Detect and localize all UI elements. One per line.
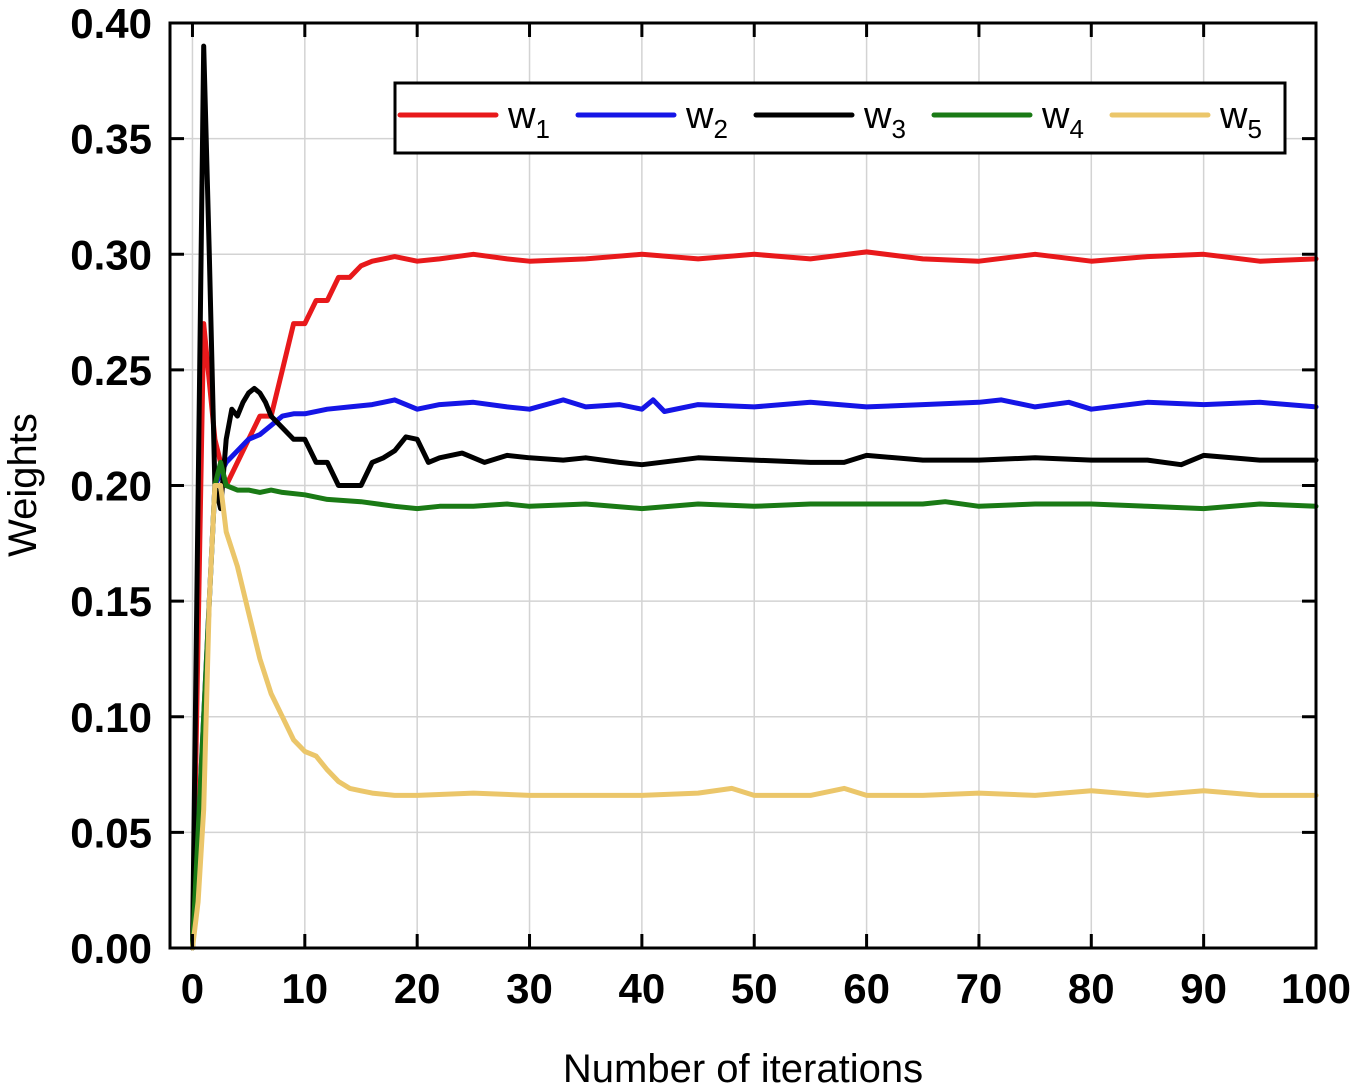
y-tick-label: 0.05 [70,809,152,856]
x-tick-label: 40 [619,965,666,1012]
x-tick-label: 80 [1068,965,1115,1012]
x-axis-title: Number of iterations [563,1047,923,1089]
legend-box [393,81,1287,155]
series-line-w4 [190,459,1319,951]
legend-subscript: 2 [713,114,727,144]
axis-ticks [170,21,1318,950]
y-tick-label: 0.25 [70,347,152,394]
legend-subscript: 5 [1247,114,1261,144]
legend-subscript: 3 [891,114,905,144]
x-tick-label: 10 [281,965,328,1012]
series-line-w2 [190,397,1319,951]
y-tick-label: 0.40 [70,0,152,47]
y-tick-label: 0.00 [70,925,152,972]
tick-labels: 0 10 20 30 40 50 60 70 80 90 100 0.00 0.05 0.10 0.15 0.… [70,0,1351,1012]
legend-subscript: 1 [535,114,549,144]
y-axis-title: Weights [1,413,45,557]
y-tick-label: 0.20 [70,463,152,510]
legend-label-w2: w2 [685,95,728,144]
x-tick-label: 30 [506,965,553,1012]
y-tick-label: 0.10 [70,694,152,741]
x-tick-label: 100 [1281,965,1351,1012]
legend-subscript: 4 [1069,114,1083,144]
series-line-w3 [190,43,1319,951]
x-tick-label: 50 [731,965,778,1012]
legend: w1 w2 w3 w4 w5 [393,81,1287,155]
y-tick-label: 0.15 [70,578,152,625]
x-tick-label: 20 [394,965,441,1012]
x-tick-label: 70 [956,965,1003,1012]
series-lines [190,43,1319,951]
y-tick-label: 0.30 [70,231,152,278]
series-line-w1 [190,249,1319,951]
y-tick-label: 0.35 [70,116,152,163]
x-tick-label: 60 [843,965,890,1012]
x-tick-label: 90 [1180,965,1227,1012]
x-tick-label: 0 [181,965,204,1012]
series-line-w5 [190,483,1319,951]
